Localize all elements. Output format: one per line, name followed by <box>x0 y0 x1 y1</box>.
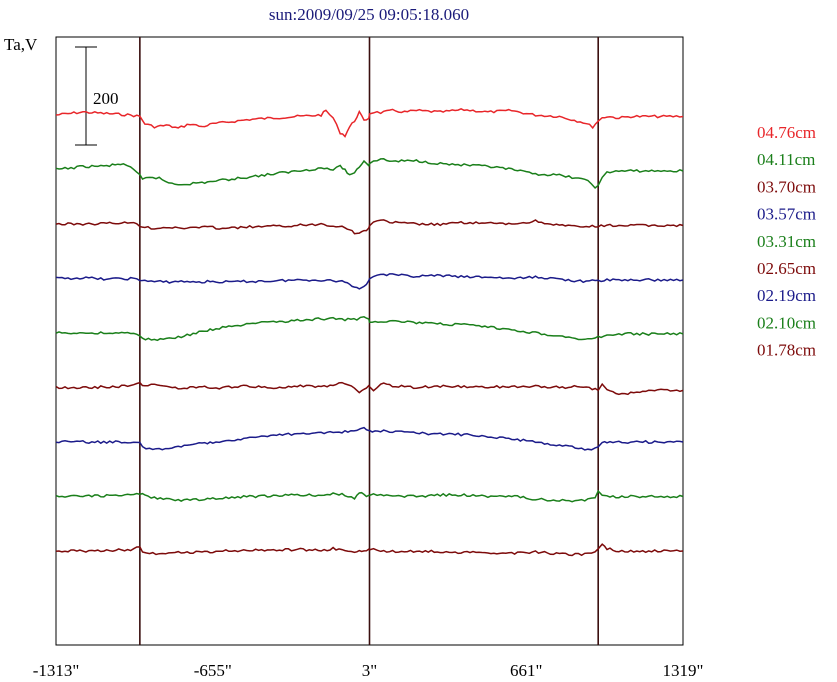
chart-title: sun:2009/09/25 09:05:18.060 <box>269 5 469 24</box>
legend-item: 03.70cm <box>757 177 816 196</box>
series-line-02.10cm <box>55 489 684 503</box>
series-line-03.70cm <box>55 219 684 235</box>
legend-item: 02.65cm <box>757 259 816 278</box>
legend-item: 04.76cm <box>757 123 816 142</box>
series-line-02.65cm <box>55 381 684 396</box>
legend-item: 02.10cm <box>757 313 816 332</box>
x-tick-label: 3" <box>362 661 377 680</box>
legend-item: 01.78cm <box>757 341 816 360</box>
legend-item: 03.31cm <box>757 232 816 251</box>
vertical-lines <box>139 37 599 645</box>
x-tick-label: 1319" <box>663 661 704 680</box>
x-tick-label: 661" <box>510 661 542 680</box>
series-line-04.76cm <box>55 107 684 138</box>
legend: 04.76cm 04.11cm 03.70cm 03.57cm 03.31cm 02.65… <box>757 123 816 360</box>
series-line-02.19cm <box>55 426 684 451</box>
legend-item: 03.57cm <box>757 205 816 224</box>
series-line-01.78cm <box>55 543 684 557</box>
scale-bar-label: 200 <box>93 89 119 108</box>
x-tick-label: -1313" <box>33 661 80 680</box>
x-tick-labels: -1313" -655" 3" 661" 1319" <box>33 661 704 680</box>
legend-item: 02.19cm <box>757 286 816 305</box>
series-lines <box>55 107 684 557</box>
series-line-03.57cm <box>55 273 684 290</box>
series-line-03.31cm <box>55 316 684 342</box>
series-line-04.11cm <box>55 158 684 190</box>
x-tick-label: -655" <box>194 661 232 680</box>
y-axis-label: Ta,V <box>4 35 38 54</box>
legend-item: 04.11cm <box>757 150 815 169</box>
scale-bar: 200 <box>75 46 119 146</box>
